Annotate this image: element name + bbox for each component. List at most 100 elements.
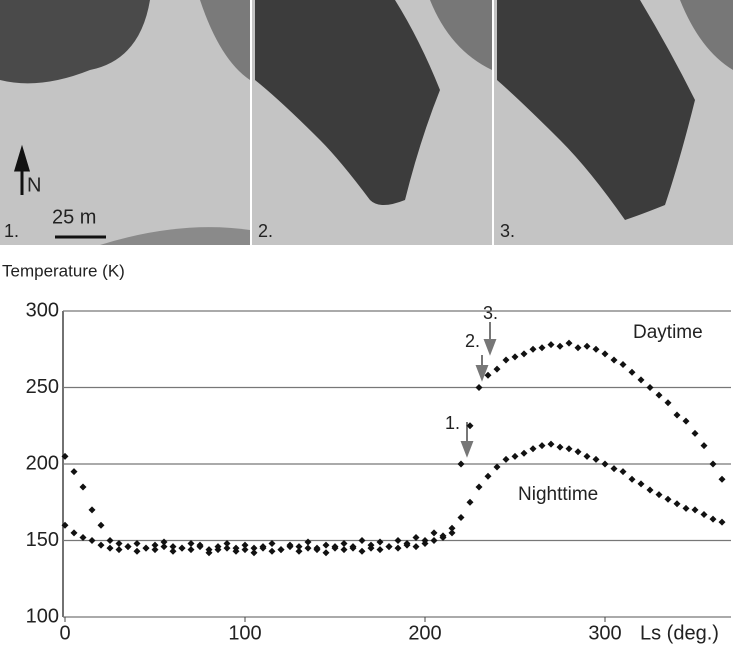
point <box>511 452 519 460</box>
point <box>574 448 582 456</box>
x-tick-label: 0 <box>59 622 70 644</box>
arrow <box>460 422 474 458</box>
point <box>700 510 708 518</box>
point <box>565 445 573 453</box>
point <box>457 514 465 522</box>
panel-label: 3. <box>500 221 515 241</box>
point <box>565 339 573 347</box>
x-tick-label: 200 <box>408 622 441 644</box>
point <box>529 345 537 353</box>
arrow <box>475 355 489 382</box>
point <box>133 547 141 555</box>
dark-region <box>680 0 733 70</box>
point <box>520 449 528 457</box>
point <box>232 547 240 555</box>
north-label: N <box>27 174 41 196</box>
point <box>637 376 645 384</box>
annotation: Nighttime <box>518 484 598 505</box>
point <box>529 445 537 453</box>
point <box>160 538 168 546</box>
y-tick-label: 250 <box>26 376 59 398</box>
dark-region <box>200 0 250 80</box>
point <box>286 543 294 551</box>
point <box>610 356 618 364</box>
point <box>466 498 474 506</box>
point <box>718 475 726 483</box>
point <box>313 546 321 554</box>
x-axis-label: Ls (deg.) <box>640 622 719 644</box>
point <box>385 543 393 551</box>
point <box>412 533 420 541</box>
point <box>259 544 267 552</box>
point <box>394 544 402 552</box>
point <box>304 538 312 546</box>
point <box>466 422 474 430</box>
point <box>709 460 717 468</box>
point <box>268 547 276 555</box>
annotation: 2. <box>465 331 480 351</box>
point <box>358 537 366 544</box>
point <box>538 442 546 450</box>
point <box>142 544 150 552</box>
point <box>151 546 159 554</box>
point <box>70 468 78 476</box>
dark-region <box>0 0 150 84</box>
point <box>241 541 249 549</box>
point <box>61 521 69 529</box>
point <box>628 368 636 376</box>
point <box>160 543 168 551</box>
point <box>502 356 510 364</box>
dark-region <box>430 0 492 70</box>
point <box>421 540 429 548</box>
point <box>376 546 384 554</box>
y-tick-label: 200 <box>26 452 59 474</box>
point <box>592 345 600 353</box>
point <box>187 540 195 548</box>
image-panels: 1. 2. 3. N 25 m <box>0 0 733 245</box>
point <box>340 540 348 548</box>
point <box>295 547 303 555</box>
point <box>448 524 456 532</box>
annotation-arrows <box>460 322 497 458</box>
point <box>583 342 591 350</box>
point <box>304 544 312 552</box>
y-tick-label: 100 <box>26 605 59 627</box>
point <box>655 491 663 499</box>
point <box>475 384 483 391</box>
point <box>115 546 123 554</box>
point <box>628 475 636 483</box>
point <box>430 529 438 537</box>
point <box>484 371 492 379</box>
point <box>322 549 330 557</box>
annotation: Daytime <box>633 322 703 343</box>
point <box>88 506 96 514</box>
annotation: 3. <box>483 303 498 323</box>
point <box>475 483 483 491</box>
dark-region <box>100 227 250 245</box>
point <box>367 544 375 552</box>
point <box>340 546 348 554</box>
point <box>349 543 357 551</box>
point <box>205 549 213 557</box>
point <box>412 543 420 551</box>
north-arrow <box>13 144 31 195</box>
point <box>592 455 600 463</box>
point <box>403 541 411 549</box>
point <box>97 541 105 549</box>
point <box>79 533 87 541</box>
point <box>682 504 690 512</box>
point <box>664 495 672 503</box>
point <box>133 540 141 548</box>
point <box>457 460 465 468</box>
point <box>223 544 231 552</box>
point <box>97 521 105 529</box>
point <box>214 546 222 554</box>
dark-region <box>497 0 695 220</box>
point <box>358 547 366 555</box>
x-tick-label: 100 <box>228 622 261 644</box>
point <box>277 546 285 554</box>
point <box>610 465 618 473</box>
point <box>547 440 555 448</box>
point <box>295 543 303 551</box>
